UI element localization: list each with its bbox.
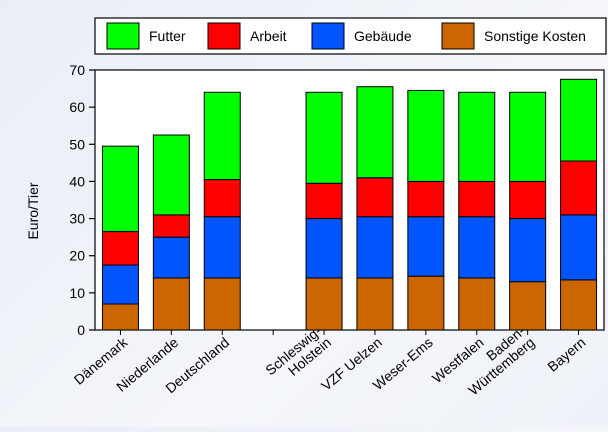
bar-futter [407, 89, 445, 182]
bar-futter [101, 145, 139, 233]
y-tick-label: 30 [69, 211, 85, 227]
bar-arbeit [356, 177, 394, 218]
bar-futter [356, 86, 394, 179]
legend-box [94, 17, 607, 55]
bar-arbeit [509, 180, 547, 220]
bar-sonstige-kosten [458, 277, 496, 331]
bar-sonstige-kosten [101, 303, 139, 331]
bar-geb-ude [407, 216, 445, 277]
bar-futter [152, 134, 190, 216]
legend-label: Arbeit [250, 28, 287, 44]
y-tick-label: 60 [69, 99, 85, 115]
bar-sonstige-kosten [356, 277, 394, 331]
legend-label: Sonstige Kosten [484, 28, 586, 44]
bar-arbeit [407, 180, 445, 218]
bar-arbeit [203, 179, 241, 218]
y-tick-label: 40 [69, 173, 85, 189]
bar-geb-ude [152, 236, 190, 279]
bar-geb-ude [560, 214, 598, 281]
bar-futter [509, 91, 547, 182]
bar-geb-ude [203, 216, 241, 279]
bar-geb-ude [305, 218, 343, 279]
bar-geb-ude [356, 216, 394, 279]
legend-swatch [311, 22, 345, 50]
bar-arbeit [101, 231, 139, 266]
bar-arbeit [152, 214, 190, 238]
x-tick-label: Bayern [544, 334, 588, 375]
legend-swatch [207, 22, 241, 50]
bar-geb-ude [101, 264, 139, 305]
bar-futter [560, 78, 598, 162]
bar-sonstige-kosten [560, 279, 598, 331]
y-axis-label: Euro/Tier [25, 182, 41, 239]
bar-sonstige-kosten [152, 277, 190, 331]
bar-geb-ude [458, 216, 496, 279]
y-tick-label: 10 [69, 285, 85, 301]
y-tick-label: 70 [69, 62, 85, 78]
bar-arbeit [458, 180, 496, 218]
bar-arbeit [560, 160, 598, 216]
legend-swatch [106, 22, 140, 50]
legend-label: Gebäude [354, 28, 412, 44]
bar-sonstige-kosten [305, 277, 343, 331]
bar-futter [203, 91, 241, 181]
legend-swatch [441, 22, 475, 50]
bar-futter [305, 91, 343, 184]
bar-futter [458, 91, 496, 182]
bar-sonstige-kosten [509, 281, 547, 331]
bar-sonstige-kosten [407, 275, 445, 331]
bar-arbeit [305, 182, 343, 220]
y-tick-label: 0 [77, 322, 85, 338]
y-tick-label: 50 [69, 136, 85, 152]
bar-geb-ude [509, 218, 547, 283]
y-tick-label: 20 [69, 248, 85, 264]
bar-sonstige-kosten [203, 277, 241, 331]
legend-label: Futter [149, 28, 186, 44]
